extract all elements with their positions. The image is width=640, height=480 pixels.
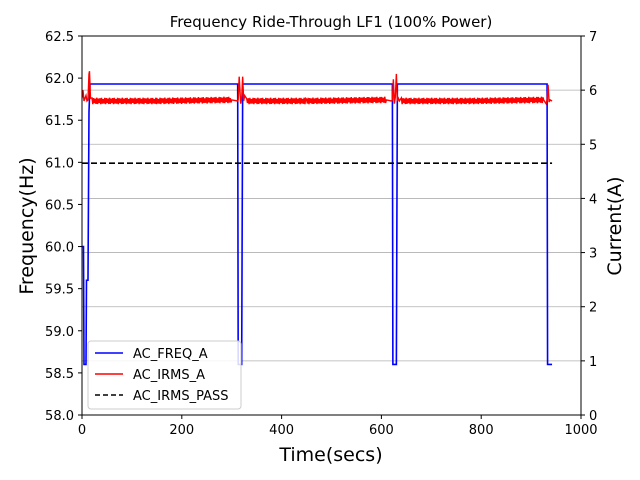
y2-tick-label: 5 <box>589 138 597 153</box>
plot-frame <box>81 35 582 416</box>
y2-tick-label: 6 <box>589 84 597 99</box>
y2-tick-label: 1 <box>589 355 597 370</box>
x-tick-label: 200 <box>169 423 194 438</box>
series-layer <box>82 71 553 366</box>
series-line-ac-irms-a <box>82 71 553 106</box>
y2-axis-title: Current(A) <box>604 176 626 275</box>
x-tick-label: 400 <box>269 423 294 438</box>
y2-tick-label: 4 <box>589 192 597 207</box>
legend: AC_FREQ_A AC_IRMS_A AC_IRMS_PASS <box>87 340 242 410</box>
y-tick-label: 60.5 <box>45 198 74 213</box>
x-tick-label: 0 <box>78 423 86 438</box>
y-tick-label: 60.0 <box>45 241 74 256</box>
legend-label-ac-freq-a: AC_FREQ_A <box>133 347 208 362</box>
chart-title: Frequency Ride-Through LF1 (100% Power) <box>170 13 493 31</box>
series-line-ac-freq-a <box>82 83 553 366</box>
y-tick-label: 59.0 <box>45 325 74 340</box>
legend-label-ac-irms-a: AC_IRMS_A <box>133 368 205 383</box>
y-tick-label: 58.5 <box>45 367 74 382</box>
y-tick-label: 58.0 <box>45 409 74 424</box>
y2-tick-label: 2 <box>589 301 597 316</box>
y-tick-label: 62.0 <box>45 72 74 87</box>
x-tick-label: 600 <box>369 423 394 438</box>
legend-box <box>87 340 242 410</box>
y2-tick-label: 3 <box>589 247 597 262</box>
y-tick-label: 61.5 <box>45 114 74 129</box>
x-tick-label: 1000 <box>564 423 597 438</box>
y-tick-label: 59.5 <box>45 283 74 298</box>
y-axis-title: Frequency(Hz) <box>16 157 38 294</box>
tick-layer: 0 200 400 600 800 1000 58.0 58.5 59.0 59.5 60.0 60.… <box>45 30 598 438</box>
x-tick-label: 800 <box>469 423 494 438</box>
y2-tick-label: 0 <box>589 409 597 424</box>
y-tick-label: 62.5 <box>45 30 74 45</box>
y-tick-label: 61.0 <box>45 156 74 171</box>
x-axis-title: Time(secs) <box>278 444 382 466</box>
y2-tick-label: 7 <box>589 30 597 45</box>
legend-label-ac-irms-pass: AC_IRMS_PASS <box>133 389 228 404</box>
